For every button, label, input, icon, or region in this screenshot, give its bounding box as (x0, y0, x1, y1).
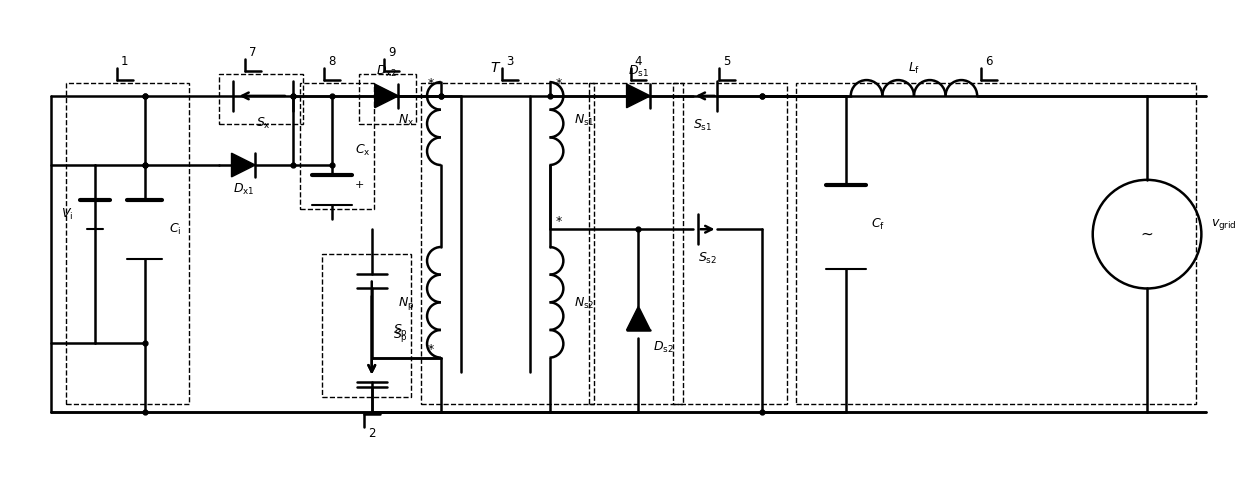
Text: $*$: $*$ (555, 75, 564, 87)
Text: $*$: $*$ (555, 213, 564, 226)
Text: $N_\mathrm{p}$: $N_\mathrm{p}$ (398, 295, 415, 312)
Text: $S_{\mathrm{s1}}$: $S_{\mathrm{s1}}$ (693, 118, 712, 133)
Text: 5: 5 (724, 55, 731, 68)
Polygon shape (374, 84, 399, 108)
Text: $D_{\mathrm{x2}}$: $D_{\mathrm{x2}}$ (375, 64, 398, 79)
Polygon shape (232, 153, 255, 177)
Text: $S_{\mathrm{s2}}$: $S_{\mathrm{s2}}$ (698, 251, 717, 266)
Text: 7: 7 (249, 46, 256, 59)
Text: $N_{\mathrm{s2}}$: $N_{\mathrm{s2}}$ (574, 296, 595, 311)
Bar (359, 74, 416, 124)
Text: 3: 3 (507, 55, 514, 68)
Text: 9: 9 (388, 46, 395, 59)
Text: $*$: $*$ (427, 341, 435, 354)
Text: $N_{\mathrm{s1}}$: $N_{\mathrm{s1}}$ (574, 113, 595, 128)
Polygon shape (627, 84, 650, 108)
Text: 4: 4 (634, 55, 642, 68)
Bar (797, 83, 1197, 404)
Text: $D_{\mathrm{x1}}$: $D_{\mathrm{x1}}$ (233, 182, 254, 197)
Bar (218, 74, 302, 124)
Text: ~: ~ (1141, 227, 1154, 242)
Bar (589, 83, 683, 404)
Text: $C_\mathrm{i}$: $C_\mathrm{i}$ (170, 222, 182, 237)
Text: $C_\mathrm{f}$: $C_\mathrm{f}$ (871, 217, 885, 232)
Text: $D_{\mathrm{s2}}$: $D_{\mathrm{s2}}$ (653, 340, 674, 355)
Bar (673, 83, 787, 404)
Polygon shape (627, 306, 650, 330)
Text: 8: 8 (328, 55, 336, 68)
Text: $S_\mathrm{p}$: $S_\mathrm{p}$ (394, 327, 409, 344)
Bar (66, 83, 190, 404)
Text: $S_\mathrm{p}$: $S_\mathrm{p}$ (394, 322, 409, 339)
Text: 6: 6 (985, 55, 992, 68)
Text: $v_{\mathrm{grid}}$: $v_{\mathrm{grid}}$ (1212, 217, 1237, 232)
Text: $L_\mathrm{f}$: $L_\mathrm{f}$ (908, 61, 921, 76)
Bar (421, 83, 593, 404)
Bar (300, 83, 374, 209)
Text: $*$: $*$ (427, 75, 435, 87)
Text: $D_{\mathrm{s1}}$: $D_{\mathrm{s1}}$ (628, 64, 649, 79)
Text: $C_\mathrm{x}$: $C_\mathrm{x}$ (354, 143, 370, 158)
Text: 2: 2 (368, 427, 375, 440)
Text: $N_\mathrm{x}$: $N_\mathrm{x}$ (398, 113, 414, 128)
Text: +: + (354, 180, 364, 190)
Text: $V_\mathrm{i}$: $V_\mathrm{i}$ (62, 207, 73, 222)
Bar (322, 254, 411, 397)
Text: 1: 1 (121, 55, 129, 68)
Text: $S_\mathrm{x}$: $S_\mathrm{x}$ (255, 116, 270, 131)
Text: $T$: $T$ (489, 61, 501, 75)
